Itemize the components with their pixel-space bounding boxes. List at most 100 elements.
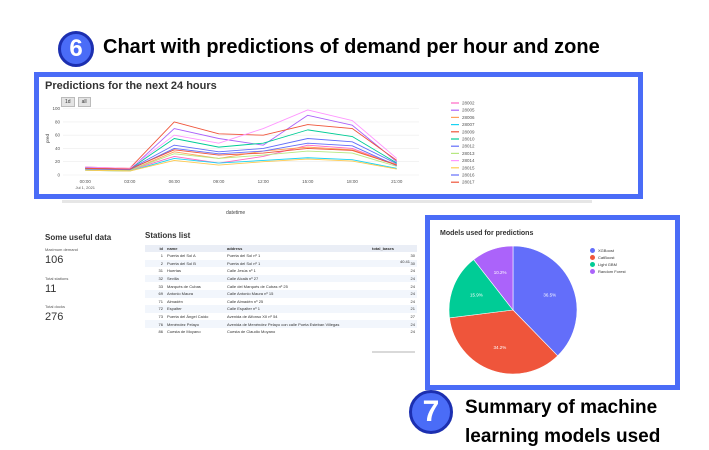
series-line-28013[interactable] [85, 150, 397, 171]
column-header-address[interactable]: address [225, 245, 370, 252]
x-tick-label: 12:00 [258, 179, 270, 184]
cell-total-bases: 24 [370, 274, 417, 283]
series-line-28017[interactable] [85, 148, 397, 170]
table-row[interactable]: 73 Puerta del Ángel Caído Avenida de Alfon… [145, 313, 417, 321]
models-pie-chart: 36.5% 34.2% 15.9% 10.2% [448, 245, 578, 375]
table-row[interactable]: 33 Marqués de Cubas Calle del Marqués de C… [145, 282, 417, 290]
legend-label-28006[interactable]: 28006 [462, 115, 475, 120]
cell-id: 72 [145, 305, 165, 313]
legend-item-catboost[interactable]: CatBoost [590, 254, 626, 261]
table-row[interactable]: 72 Espalter Calle Espalter nº 1 21 [145, 305, 417, 313]
table-row[interactable]: 76 Menéndez Pelayo Avenida de Menéndez Pel… [145, 320, 417, 328]
legend-label-28017[interactable]: 28017 [462, 180, 475, 185]
range-all-button[interactable]: all [77, 97, 91, 107]
legend-label-28012[interactable]: 28012 [462, 144, 475, 149]
table-row[interactable]: 71 Almadén Calle Almadén nº 25 24 [145, 298, 417, 306]
predictions-chart-panel: 0 20 40 60 80 100 00:00 03:00 06:00 09:00 12:00 15:… [39, 77, 638, 194]
pie-slice-xgboost[interactable] [512, 245, 578, 357]
cell-name: Cuesta de Moyano [167, 329, 201, 335]
max-demand-label: Maximum demand [45, 247, 78, 252]
column-header-name[interactable]: name [165, 245, 225, 252]
cell-name: Espalter [165, 305, 225, 313]
useful-data-title: Some useful data [45, 233, 112, 242]
legend-label-28015[interactable]: 28015 [462, 165, 475, 170]
legend-item-xgboost[interactable]: XGBoost [590, 247, 626, 254]
chart-caption: Chart with predictions of demand per hou… [103, 36, 600, 58]
pie-highlight-frame [425, 215, 680, 390]
table-row[interactable]: 32 Sevilla Calle Alcalá nº 27 24 [145, 274, 417, 283]
table-row[interactable]: 2 Puerta del Sol B Puerta del Sol nº 1 30 [145, 259, 417, 268]
cell-address: Puerta del Sol nº 1 [227, 253, 261, 259]
pie-caption: Summary of machine learning models used [465, 397, 661, 447]
legend-swatch [590, 262, 595, 267]
total-docks-label: Total docks [45, 304, 66, 309]
x-tick-label: 21:00 [391, 179, 403, 184]
y-tick-label: 100 [52, 106, 60, 111]
legend-swatch [590, 269, 595, 274]
stations-table[interactable]: id name address total_bases 1 Puerta del … [145, 245, 417, 336]
x-tick-label: 09:00 [213, 179, 225, 184]
series-line-28014[interactable] [85, 109, 398, 169]
pie-legend: XGBoost CatBoost Light GBM Random Forest [590, 247, 626, 275]
series-line-28010[interactable] [85, 129, 397, 170]
column-header-id[interactable]: id [145, 245, 165, 252]
cell-total-bases: 27 [410, 314, 415, 320]
table-row[interactable]: 1 Puerta del Sol A Puerta del Sol nº 1 30 [145, 252, 417, 260]
cell-id: 2 [145, 259, 165, 268]
range-slider-track[interactable] [62, 200, 592, 203]
legend-label-28013[interactable]: 28013 [462, 151, 475, 156]
cell-id: 71 [158, 298, 163, 304]
models-pie-panel: 36.5% 34.2% 15.9% 10.2% Models used for pre… [430, 220, 675, 385]
latitude-cell-partial: 40.41 [400, 259, 411, 264]
legend-label-28014[interactable]: 28014 [462, 158, 475, 163]
legend-label-28005[interactable]: 28005 [462, 108, 475, 113]
range-1d-button[interactable]: 1d [61, 97, 75, 107]
pie-slice-catboost[interactable] [449, 309, 559, 375]
legend-label-28010[interactable]: 28010 [462, 137, 475, 142]
legend-item-light-gbm[interactable]: Light GBM [590, 261, 626, 268]
legend-swatch [590, 255, 595, 260]
legend-label-28007[interactable]: 28007 [462, 122, 475, 127]
legend-label-28002[interactable]: 28002 [462, 101, 475, 106]
cell-total-bases: 30 [410, 253, 415, 259]
y-tick-label: 80 [55, 119, 61, 124]
legend-item-random-forest[interactable]: Random Forest [590, 268, 626, 275]
total-docks-value: 276 [45, 311, 64, 323]
series-line-28015[interactable] [85, 158, 397, 172]
cell-address: Calle del Marqués de Cubas nº 25 [227, 283, 288, 289]
cell-id: 76 [145, 320, 165, 328]
table-row[interactable]: 69 Antonio Maura Calle Antonio Maura nº 15… [145, 289, 417, 298]
x-tick-label: 18:00 [347, 179, 359, 184]
cell-address: Calle Antonio Maura nº 15 [225, 289, 370, 298]
pie-slice-light-gbm[interactable] [448, 259, 514, 319]
cell-address: Calle Almadén nº 25 [227, 298, 264, 304]
cell-name: Menéndez Pelayo [165, 320, 225, 328]
chart-highlight-frame [34, 72, 643, 199]
table-row[interactable]: 31 Huertas Calle Jesús nº 1 24 [145, 267, 417, 275]
cell-address: Calle Espalter nº 1 [225, 305, 370, 313]
cell-total-bases: 24 [370, 320, 417, 328]
pie-slice-label: 15.9% [470, 292, 483, 297]
series-line-28009[interactable] [85, 121, 398, 169]
y-tick-label: 60 [55, 133, 61, 138]
table-row[interactable]: 86 Cuesta de Moyano Cuesta de Claudio Moya… [145, 328, 417, 336]
cell-id: 86 [158, 329, 163, 335]
step-6-badge: 6 [58, 31, 94, 67]
x-tick-label: 00:00 [80, 179, 92, 184]
pie-slice-label: 34.2% [493, 345, 506, 350]
cell-id: 1 [160, 253, 163, 259]
pie-title: Models used for predictions [440, 230, 534, 237]
y-tick-label: 40 [55, 146, 61, 151]
series-line-28012[interactable] [85, 138, 397, 170]
table-scrollbar[interactable] [372, 351, 415, 353]
legend-label-28016[interactable]: 28016 [462, 173, 475, 178]
cell-id: 69 [145, 289, 165, 298]
pie-slice-random-forest[interactable] [473, 245, 514, 311]
cell-total-bases: 24 [410, 298, 415, 304]
cell-name: Sevilla [165, 274, 225, 283]
legend-label-28009[interactable]: 28009 [462, 129, 475, 134]
total-stations-label: Total stations [45, 276, 69, 281]
stations-list-title: Stations list [145, 231, 191, 240]
legend-swatch [590, 248, 595, 253]
column-header-total-bases[interactable]: total_bases [370, 245, 417, 252]
